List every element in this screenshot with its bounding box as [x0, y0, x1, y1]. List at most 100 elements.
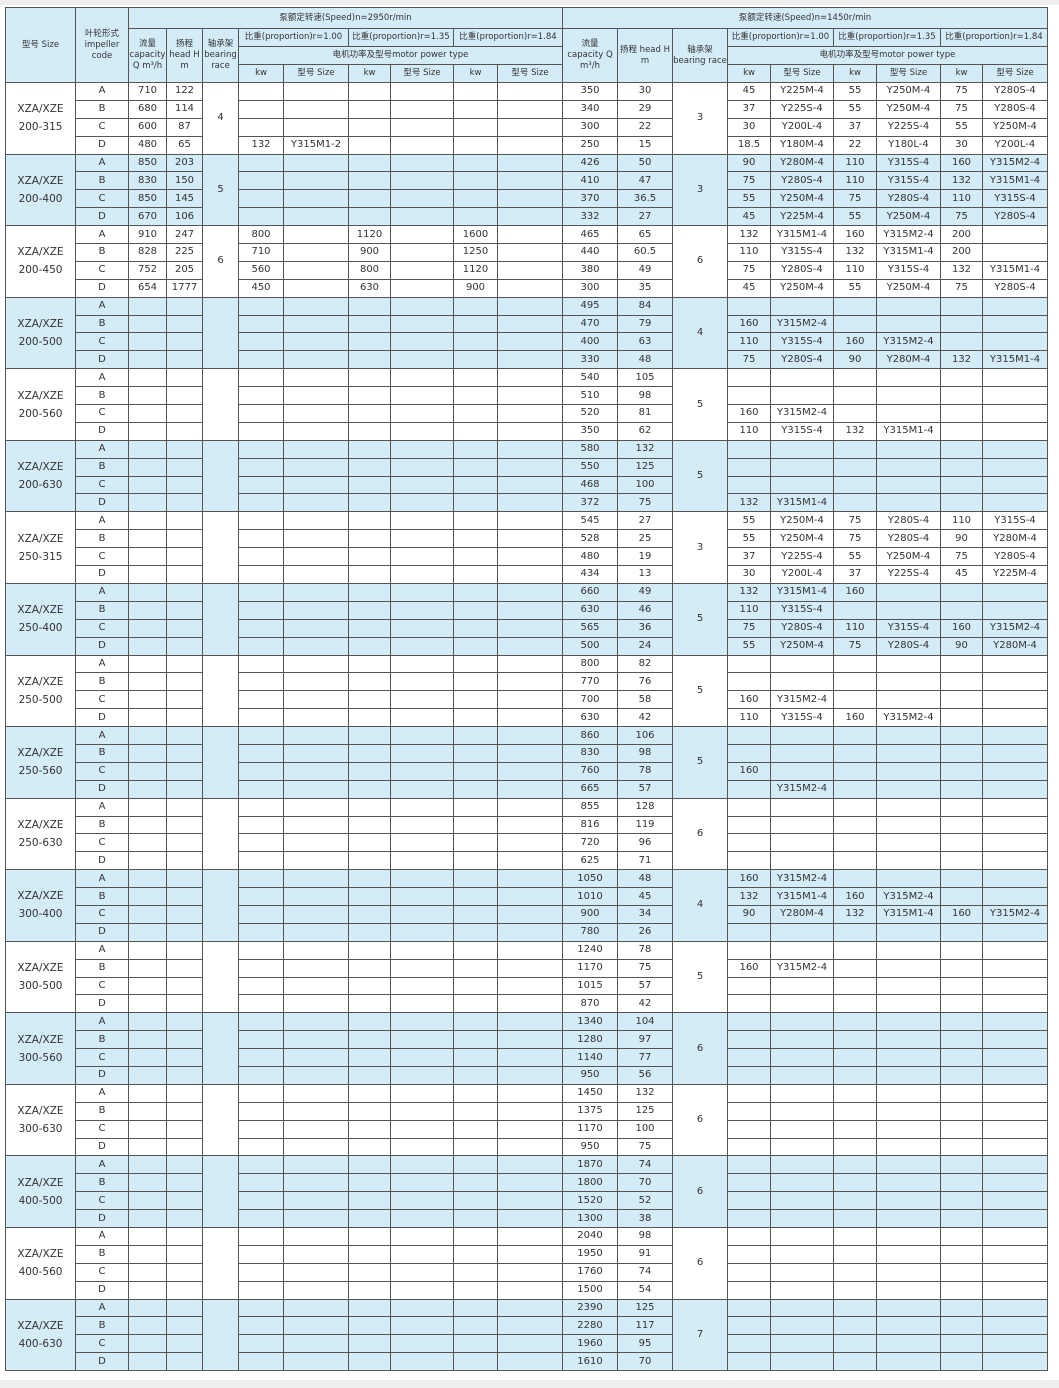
motor-size [390, 940, 454, 960]
head: 45 [617, 887, 673, 906]
capacity [128, 761, 167, 781]
impeller-code: A [75, 726, 129, 745]
kw [348, 922, 391, 942]
motor-size [876, 1244, 941, 1264]
motor-size [390, 976, 454, 996]
kw [348, 1101, 391, 1121]
kw [453, 82, 498, 101]
capacity: 300 [562, 278, 618, 298]
motor-size [497, 994, 563, 1014]
impeller-code: C [75, 690, 129, 710]
head [166, 636, 203, 656]
bearing-race [202, 869, 239, 942]
header-capacity: 流量 capacity Q m³/h [128, 28, 167, 83]
motor-size [770, 1334, 834, 1354]
kw [453, 547, 498, 567]
motor-size: Y180M-4 [770, 135, 834, 155]
motor-size [770, 1083, 834, 1103]
bearing-race [202, 368, 239, 441]
kw [940, 457, 983, 477]
motor-size [497, 117, 563, 137]
motor-size [390, 386, 454, 406]
kw: 37 [727, 99, 771, 119]
motor-size [876, 1227, 941, 1246]
capacity [128, 1155, 167, 1175]
motor-size [283, 189, 349, 209]
head: 247 [166, 225, 203, 245]
table-row: B 770 76 [6, 672, 1048, 692]
motor-size [390, 994, 454, 1014]
kw [348, 833, 391, 853]
capacity: 800 [562, 654, 618, 674]
kw [453, 1065, 498, 1085]
motor-size: Y280M-4 [982, 636, 1048, 656]
kw: 800 [238, 225, 284, 245]
head: 60.5 [617, 243, 673, 262]
kw [940, 1352, 983, 1372]
motor-size [876, 672, 941, 692]
head: 27 [617, 511, 673, 531]
motor-size: Y250M-4 [982, 117, 1048, 137]
table-row: XZA/XZE 300-400 A 1050 48 4 160 Y315M2-4 [5, 869, 1048, 942]
capacity [128, 457, 167, 477]
capacity: 350 [562, 82, 618, 101]
kw [238, 1334, 284, 1354]
motor-size [390, 82, 454, 101]
head: 87 [166, 117, 203, 137]
kw [940, 761, 983, 781]
bearing-race: 5 [672, 368, 728, 441]
kw [238, 1209, 284, 1228]
capacity: 2390 [562, 1298, 618, 1318]
motor-size [497, 636, 563, 656]
kw [453, 1012, 498, 1032]
motor-size [770, 815, 834, 835]
capacity: 665 [562, 779, 618, 799]
motor-size [497, 672, 563, 692]
motor-size [283, 1101, 349, 1121]
kw [833, 1155, 877, 1175]
motor-size [283, 1280, 349, 1300]
kw [453, 314, 498, 334]
kw: 55 [727, 529, 771, 549]
kw: 710 [238, 243, 284, 262]
capacity: 860 [562, 726, 618, 745]
kw [238, 1155, 284, 1175]
kw [348, 404, 391, 423]
kw: 110 [940, 189, 983, 209]
capacity: 1240 [562, 940, 618, 960]
motor-size [497, 1298, 563, 1318]
kw [238, 1262, 284, 1282]
motor-size [283, 1334, 349, 1354]
kw: 75 [833, 529, 877, 549]
motor-size: Y315S-4 [770, 421, 834, 441]
impeller-code: A [75, 368, 129, 388]
kw [833, 439, 877, 459]
capacity [128, 1209, 167, 1228]
kw [833, 976, 877, 996]
head: 57 [617, 779, 673, 799]
motor-size [876, 1155, 941, 1175]
kw [833, 940, 877, 960]
motor-size [982, 922, 1048, 942]
head: 62 [617, 421, 673, 441]
motor-size [497, 189, 563, 209]
motor-size [982, 368, 1048, 388]
table-row: XZA/XZE 400-560 A 2040 98 6 [5, 1227, 1048, 1300]
kw [833, 797, 877, 817]
motor-size [283, 1316, 349, 1336]
motor-size [390, 1191, 454, 1211]
impeller-code: D [75, 350, 129, 370]
motor-size [283, 940, 349, 960]
motor-size [770, 940, 834, 960]
kw [348, 439, 391, 459]
motor-size [982, 1244, 1048, 1264]
kw [833, 922, 877, 942]
head [166, 529, 203, 549]
table-row: XZA/XZE 300-630 A 1450 132 6 [5, 1083, 1048, 1157]
impeller-code: B [75, 1316, 129, 1336]
table-row: B 1800 70 [6, 1173, 1048, 1193]
kw [833, 1083, 877, 1103]
kw: 75 [727, 618, 771, 638]
motor-size [497, 1083, 563, 1103]
kw: 75 [727, 171, 771, 191]
